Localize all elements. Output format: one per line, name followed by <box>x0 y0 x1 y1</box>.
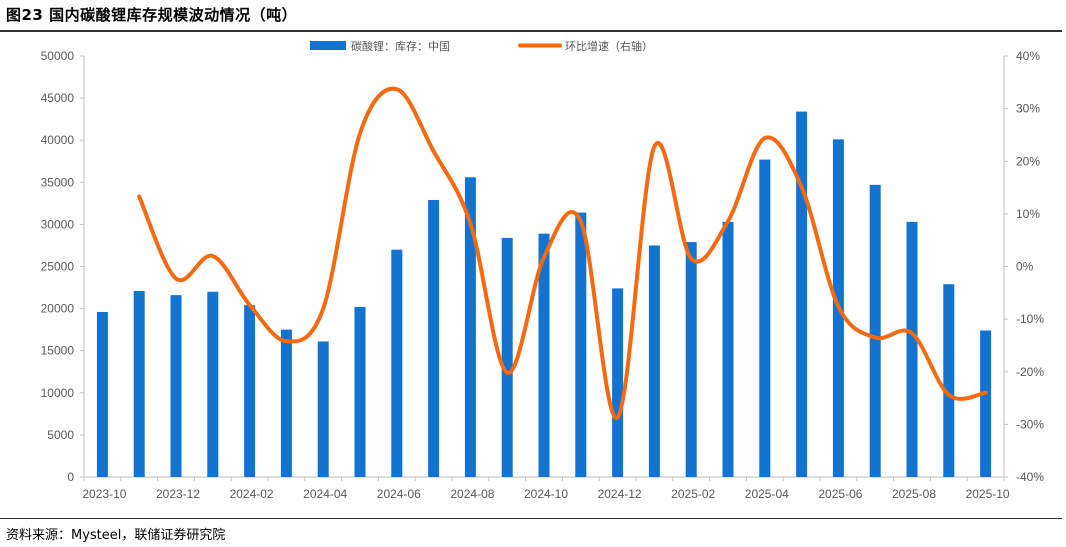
y-right-tick-label: -10% <box>1016 312 1044 326</box>
title-divider <box>0 30 1062 32</box>
bar <box>464 177 476 478</box>
x-tick-label: 2025-08 <box>892 487 936 501</box>
y-left-tick-label: 30000 <box>41 217 75 231</box>
bar <box>869 184 881 478</box>
bar <box>391 249 403 477</box>
y-right-tick-label: -30% <box>1016 417 1044 431</box>
bar <box>207 291 219 477</box>
legend-label-bar: 碳酸锂：库存：中国 <box>351 39 450 53</box>
legend-swatch-bar <box>310 41 346 50</box>
y-left-tick-label: 50000 <box>41 49 75 63</box>
bar <box>906 221 918 477</box>
x-tick-label: 2024-12 <box>598 487 642 501</box>
y-left-tick-label: 40000 <box>41 133 75 147</box>
growth-rate-line <box>137 86 988 420</box>
bar <box>133 290 145 477</box>
y-right-tick-label: 10% <box>1016 207 1040 221</box>
bar <box>317 341 329 477</box>
bar <box>428 199 440 477</box>
x-tick-label: 2024-04 <box>303 487 347 501</box>
y-left-tick-label: 25000 <box>41 260 75 274</box>
bar <box>280 329 292 477</box>
source-divider <box>0 518 1062 519</box>
bar <box>575 212 587 477</box>
y-left-tick-label: 0 <box>67 470 74 484</box>
y-right-tick-label: -20% <box>1016 365 1044 379</box>
bar <box>170 295 182 477</box>
bar <box>96 311 108 477</box>
x-tick-label: 2023-10 <box>82 487 126 501</box>
y-left-tick-label: 45000 <box>41 91 75 105</box>
x-tick-label: 2023-12 <box>156 487 200 501</box>
bar <box>244 305 256 477</box>
x-tick-label: 2025-06 <box>818 487 862 501</box>
x-tick-label: 2025-04 <box>745 487 789 501</box>
y-right-tick-label: -40% <box>1016 470 1044 484</box>
y-left-tick-label: 35000 <box>41 175 75 189</box>
bar <box>501 237 513 477</box>
bar <box>354 306 366 477</box>
bar <box>648 245 660 477</box>
bar <box>759 159 771 478</box>
bar <box>722 221 734 477</box>
y-right-tick-label: 30% <box>1016 102 1040 116</box>
y-right-tick-label: 40% <box>1016 49 1040 63</box>
y-right-tick-label: 20% <box>1016 154 1040 168</box>
bar <box>796 111 808 478</box>
y-left-tick-label: 20000 <box>41 302 75 316</box>
y-left-tick-label: 10000 <box>41 386 75 400</box>
x-tick-label: 2025-10 <box>966 487 1010 501</box>
bar <box>980 330 992 477</box>
chart-title: 图23 国内碳酸锂库存规模波动情况（吨） <box>6 6 298 24</box>
y-left-tick-label: 15000 <box>41 344 75 358</box>
y-right-tick-label: 0% <box>1016 260 1034 274</box>
source-note: 资料来源：Mysteel，联储证券研究院 <box>6 528 226 543</box>
bar <box>943 284 955 477</box>
bar <box>538 233 550 477</box>
x-tick-label: 2024-08 <box>450 487 494 501</box>
x-tick-label: 2025-02 <box>671 487 715 501</box>
bar <box>685 242 697 477</box>
y-left-tick-label: 5000 <box>47 428 74 442</box>
x-tick-label: 2024-06 <box>377 487 421 501</box>
x-tick-label: 2024-02 <box>230 487 274 501</box>
x-tick-label: 2024-10 <box>524 487 568 501</box>
bar <box>612 288 624 477</box>
legend-label-line: 环比增速（右轴） <box>565 39 653 53</box>
